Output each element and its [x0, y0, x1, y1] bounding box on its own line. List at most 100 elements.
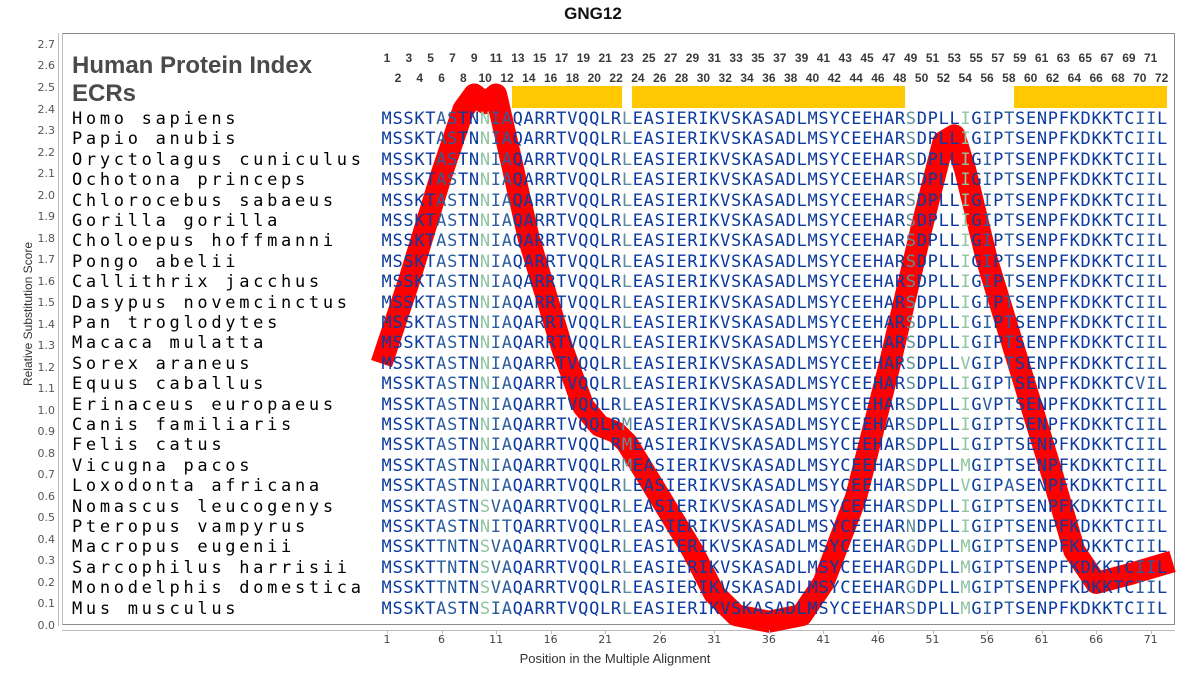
- amino-acid: C: [1124, 537, 1136, 558]
- amino-acid: E: [676, 129, 688, 150]
- amino-acid: C: [840, 170, 852, 191]
- amino-acid: E: [632, 251, 644, 272]
- amino-acid: E: [632, 170, 644, 191]
- amino-acid: E: [632, 374, 644, 395]
- amino-acid: E: [676, 557, 688, 578]
- amino-acid: T: [556, 313, 568, 333]
- amino-acid: P: [1047, 333, 1059, 354]
- amino-acid: H: [873, 578, 884, 599]
- amino-acid: A: [774, 496, 786, 517]
- amino-acid: G: [971, 333, 983, 354]
- amino-acid: L: [796, 109, 808, 129]
- amino-acid: K: [709, 251, 721, 272]
- x-tick-mark: [1096, 630, 1098, 634]
- amino-acid: F: [1058, 455, 1070, 476]
- amino-acid: S: [403, 517, 415, 537]
- amino-acid: I: [1146, 374, 1157, 395]
- amino-acid: Y: [829, 272, 841, 293]
- amino-acid: C: [1124, 211, 1136, 231]
- amino-acid: G: [971, 435, 983, 456]
- amino-acid: R: [610, 578, 622, 599]
- amino-acid: T: [1004, 598, 1016, 619]
- amino-acid: G: [971, 292, 983, 313]
- amino-acid: C: [840, 231, 852, 252]
- amino-acid: T: [556, 272, 568, 293]
- amino-acid: Q: [589, 415, 600, 435]
- amino-acid: C: [840, 578, 852, 599]
- amino-acid: A: [501, 231, 513, 252]
- amino-acid: L: [938, 455, 950, 476]
- amino-acid: Q: [512, 109, 524, 129]
- amino-acid: K: [1091, 190, 1103, 211]
- amino-acid: I: [982, 333, 994, 354]
- amino-acid: N: [479, 231, 491, 252]
- amino-acid: L: [949, 272, 961, 293]
- amino-acid: H: [873, 537, 884, 558]
- amino-acid: S: [905, 598, 917, 619]
- amino-acid: D: [785, 333, 797, 354]
- amino-acid: A: [523, 374, 535, 395]
- amino-acid: I: [698, 415, 710, 435]
- amino-acid: K: [1102, 251, 1114, 272]
- amino-acid: E: [1025, 598, 1037, 619]
- amino-acid: S: [447, 333, 458, 354]
- amino-acid: S: [654, 109, 666, 129]
- amino-acid: P: [993, 313, 1005, 333]
- amino-acid: R: [894, 190, 906, 211]
- amino-acid: V: [720, 374, 732, 395]
- amino-acid: M: [381, 415, 393, 435]
- amino-acid: E: [632, 109, 644, 129]
- amino-acid: S: [731, 557, 742, 578]
- amino-acid: P: [1047, 231, 1059, 252]
- amino-acid: S: [763, 190, 775, 211]
- amino-acid: E: [862, 190, 874, 211]
- amino-acid: N: [1036, 517, 1048, 537]
- amino-acid: L: [1157, 272, 1168, 293]
- amino-acid: N: [1036, 129, 1048, 150]
- amino-acid: T: [436, 578, 448, 599]
- amino-acid: Q: [512, 190, 524, 211]
- amino-acid: P: [993, 557, 1005, 578]
- amino-acid: N: [468, 333, 480, 354]
- x-tick-mark: [877, 630, 879, 634]
- amino-acid: A: [501, 435, 513, 456]
- amino-acid: E: [862, 598, 874, 619]
- amino-acid: M: [807, 109, 819, 129]
- x-tick-label: 31: [707, 633, 722, 646]
- amino-acid: C: [840, 211, 852, 231]
- amino-acid: I: [1146, 496, 1157, 517]
- y-tick-label: 2.6: [37, 59, 56, 73]
- amino-acid: R: [534, 272, 546, 293]
- amino-acid: K: [1069, 435, 1081, 456]
- amino-acid: R: [610, 170, 622, 191]
- x-axis-line: [62, 630, 1175, 631]
- amino-acid: K: [709, 272, 721, 293]
- amino-acid: T: [1004, 435, 1016, 456]
- amino-acid: L: [599, 251, 611, 272]
- amino-acid: K: [1102, 272, 1114, 293]
- amino-acid: L: [599, 231, 611, 252]
- amino-acid: P: [1047, 415, 1059, 435]
- amino-acid: M: [381, 190, 393, 211]
- amino-acid: Q: [589, 476, 600, 497]
- amino-acid: I: [982, 251, 994, 272]
- amino-acid: D: [916, 292, 928, 313]
- amino-acid: S: [763, 333, 775, 354]
- amino-acid: I: [665, 537, 677, 558]
- amino-acid: K: [709, 455, 721, 476]
- amino-acid: M: [807, 394, 819, 415]
- amino-acid: L: [938, 557, 950, 578]
- amino-acid: S: [447, 435, 458, 456]
- amino-acid: G: [971, 313, 983, 333]
- amino-acid: E: [851, 476, 863, 497]
- amino-acid: I: [960, 374, 972, 395]
- amino-acid: E: [862, 537, 874, 558]
- x-tick-mark: [823, 630, 825, 634]
- amino-acid: M: [807, 292, 819, 313]
- amino-acid: T: [556, 211, 568, 231]
- amino-acid: S: [818, 394, 830, 415]
- position-number: 69: [1122, 51, 1136, 65]
- amino-acid: I: [698, 557, 710, 578]
- amino-acid: E: [1025, 455, 1037, 476]
- amino-acid: P: [1047, 129, 1059, 150]
